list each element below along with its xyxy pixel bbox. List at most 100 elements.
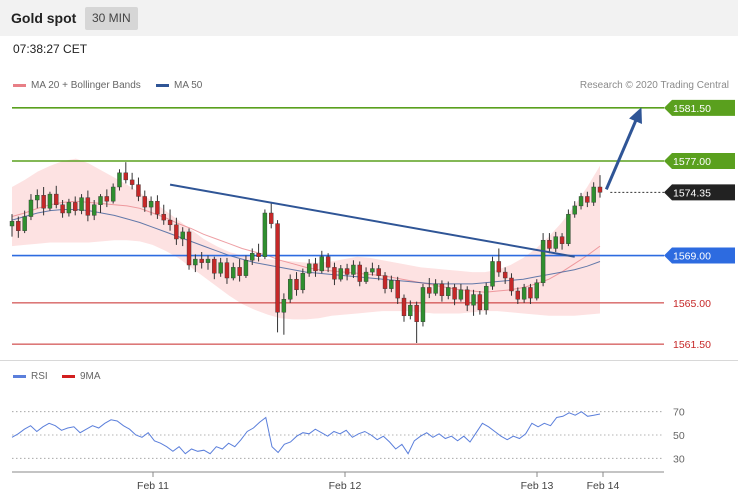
candle-body: [502, 271, 508, 279]
candle-body: [465, 289, 470, 306]
candle-body: [91, 204, 97, 216]
current-price-tag: [664, 184, 735, 201]
candle-body: [47, 193, 53, 209]
candle-body: [35, 195, 40, 201]
candle-body: [269, 212, 274, 224]
candle-body: [578, 196, 584, 207]
level-tag-1577.00: [664, 153, 735, 169]
ma50-label: MA 50: [174, 80, 203, 91]
rsi-line: [11, 411, 601, 455]
trendline: [169, 183, 575, 258]
candle-body: [553, 236, 558, 249]
candle-body: [73, 202, 78, 211]
x-tick-label-feb-12: Feb 12: [329, 480, 362, 492]
candle-body: [41, 195, 46, 209]
candle-body: [540, 239, 546, 283]
candle-body: [104, 196, 110, 202]
candle-body: [389, 280, 394, 289]
candle-body: [427, 287, 432, 294]
candle-body: [212, 258, 217, 274]
candle-body: [117, 172, 122, 188]
legend-ma50: MA 50: [156, 80, 202, 91]
candle-body: [370, 268, 375, 273]
candle-body: [262, 212, 268, 257]
candle-body: [395, 280, 400, 299]
rsi-label: RSI: [31, 371, 48, 382]
x-tick-label-feb-11: Feb 11: [137, 480, 169, 492]
candle-body: [344, 268, 350, 275]
candle-body: [471, 294, 476, 306]
candle-body: [275, 223, 280, 313]
candle-body: [54, 193, 59, 205]
bollinger-band: [12, 158, 600, 320]
candle-body: [566, 213, 571, 244]
candle-body: [382, 275, 388, 289]
candle-body: [16, 221, 21, 231]
candle-body: [477, 294, 483, 311]
ma20-label: MA 20 + Bollinger Bands: [31, 80, 141, 91]
candle-body: [559, 236, 565, 244]
rsi-tick-30: 30: [673, 453, 685, 465]
candle-body: [129, 179, 135, 185]
candle-body: [300, 273, 306, 291]
level-label-1565.00: 1565.00: [673, 298, 711, 310]
candle-body: [161, 213, 166, 221]
candle-body: [338, 268, 343, 280]
candle-body: [585, 196, 590, 203]
candle-body: [60, 204, 65, 214]
rsi-tick-50: 50: [673, 430, 685, 442]
candle-body: [281, 299, 287, 313]
candle-body: [597, 186, 603, 193]
timeframe-badge[interactable]: 30 MIN: [85, 7, 138, 30]
candle-body: [22, 216, 27, 231]
candle-body: [28, 199, 34, 217]
candle-body: [85, 197, 91, 216]
candle-body: [408, 304, 413, 317]
candle-body: [439, 283, 445, 296]
candle-body: [332, 267, 337, 280]
candle-body: [351, 264, 356, 275]
candle-body: [363, 271, 369, 282]
timestamp: 07:38:27 CET: [13, 42, 88, 56]
ma9-swatch: [62, 375, 75, 378]
candle-body: [205, 258, 211, 263]
candle-body: [458, 289, 464, 300]
credit-text: Research © 2020 Trading Central: [579, 80, 729, 91]
candle-body: [547, 239, 552, 249]
candle-body: [572, 205, 577, 215]
candle-body: [136, 184, 141, 197]
level-label-1577.00: 1577.00: [673, 156, 711, 168]
candle-body: [357, 264, 362, 282]
candle-body: [591, 186, 596, 203]
rsi-tick-70: 70: [673, 407, 685, 419]
candle-body: [420, 287, 426, 322]
candle-body: [433, 283, 438, 294]
ma50-swatch: [156, 84, 169, 87]
candle-body: [452, 287, 457, 300]
x-tick-label-feb-13: Feb 13: [521, 480, 554, 492]
candle-body: [325, 256, 331, 268]
candle-body: [306, 263, 312, 274]
candle-body: [199, 258, 204, 263]
candle-body: [231, 267, 236, 279]
candle-body: [237, 267, 242, 276]
candle-body: [155, 200, 160, 215]
level-tag-1569.00: [664, 247, 735, 264]
ma9-label: 9MA: [80, 371, 101, 382]
candle-body: [174, 224, 179, 240]
candle-body: [446, 287, 451, 296]
level-label-1569.00: 1569.00: [673, 251, 711, 263]
candle-body: [521, 287, 527, 300]
candle-body: [98, 196, 103, 205]
candle-body: [110, 186, 116, 202]
candle-body: [294, 278, 299, 291]
header-bar: Gold spot 30 MIN: [0, 0, 738, 36]
candle-body: [376, 268, 381, 276]
candle-body: [186, 231, 192, 266]
x-tick-label-feb-14: Feb 14: [587, 480, 620, 492]
candle-body: [287, 278, 293, 300]
panel-divider: [0, 360, 738, 361]
candle-body: [224, 262, 230, 279]
ma20-line: [11, 200, 601, 293]
